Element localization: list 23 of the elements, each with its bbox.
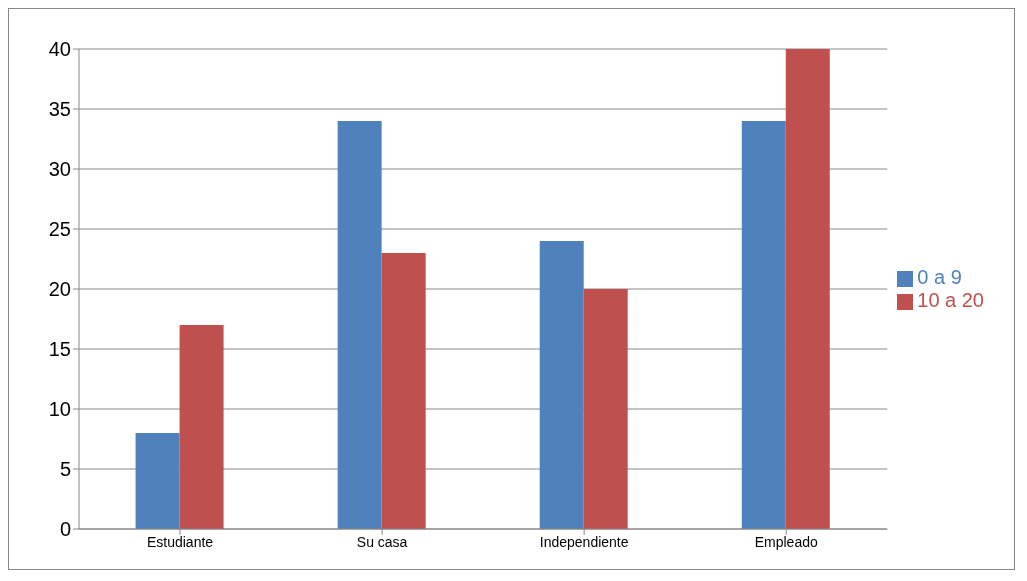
x-tick-label: Estudiante [146, 533, 214, 550]
x-tick-label: Empleado [754, 533, 818, 550]
y-tick-label: 40 [48, 38, 71, 61]
y-tick-label: 30 [48, 158, 71, 181]
bar [337, 121, 382, 529]
y-tick-label: 35 [48, 98, 71, 121]
bar [179, 325, 224, 529]
x-tick-label: Independiente [539, 533, 629, 550]
x-tick-label: Su casa [356, 533, 408, 550]
y-tick-label: 5 [59, 458, 71, 481]
legend-label: 0 a 9 [917, 266, 962, 288]
bar [381, 253, 426, 529]
y-tick-label: 10 [48, 398, 71, 421]
y-tick-label: 15 [48, 338, 71, 361]
y-tick-label: 25 [48, 218, 71, 241]
legend-label: 10 a 20 [917, 289, 984, 311]
bar [539, 241, 584, 529]
y-tick-label: 20 [48, 278, 71, 301]
y-tick-label: 0 [59, 518, 71, 541]
bar [741, 121, 786, 529]
bar [785, 49, 830, 529]
bar [583, 289, 628, 529]
bar [135, 433, 180, 529]
